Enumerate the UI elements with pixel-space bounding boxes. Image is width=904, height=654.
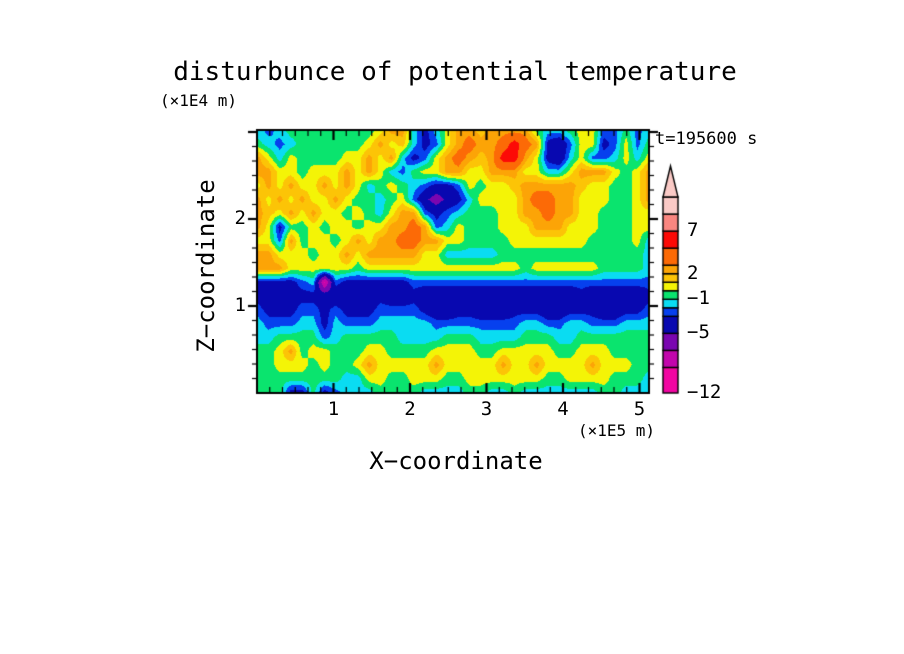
- y-axis-unit-label: (×1E4 m): [160, 91, 238, 110]
- x-axis-title: X−coordinate: [369, 447, 543, 475]
- contour-field-canvas: [240, 123, 665, 400]
- colorbar-label: 7: [687, 219, 699, 242]
- plot-title: disturbunce of potential temperature: [173, 57, 737, 87]
- y-axis-title: Z−coordinate: [192, 179, 220, 353]
- x-tick-label: 2: [404, 398, 416, 420]
- colorbar-canvas: [652, 150, 688, 404]
- x-axis-unit-label: (×1E5 m): [577, 421, 655, 440]
- x-tick-label: 5: [633, 398, 646, 420]
- y-tick-label: 1: [234, 294, 246, 316]
- x-tick-label: 3: [480, 398, 493, 420]
- colorbar-label: −1: [687, 287, 710, 310]
- x-tick-label: 4: [557, 398, 569, 420]
- y-tick-label: 2: [234, 207, 246, 229]
- colorbar-label: 2: [687, 261, 699, 284]
- colorbar-label: −5: [687, 321, 710, 344]
- x-tick-label: 1: [327, 398, 340, 420]
- time-annotation: t=195600 s: [655, 129, 758, 149]
- colorbar-label: −12: [687, 381, 722, 403]
